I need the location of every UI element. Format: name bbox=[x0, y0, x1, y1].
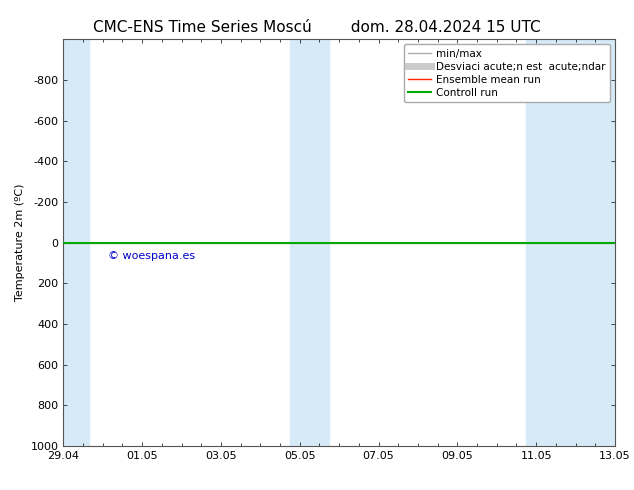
Bar bbox=[290, 39, 329, 446]
Y-axis label: Temperature 2m (ºC): Temperature 2m (ºC) bbox=[15, 184, 25, 301]
Legend: min/max, Desviaci acute;n est  acute;ndar, Ensemble mean run, Controll run: min/max, Desviaci acute;n est acute;ndar… bbox=[404, 45, 610, 102]
Bar bbox=[63, 39, 89, 446]
Bar bbox=[526, 39, 615, 446]
Text: CMC-ENS Time Series Moscú        dom. 28.04.2024 15 UTC: CMC-ENS Time Series Moscú dom. 28.04.202… bbox=[93, 20, 541, 35]
Text: © woespana.es: © woespana.es bbox=[108, 251, 195, 261]
